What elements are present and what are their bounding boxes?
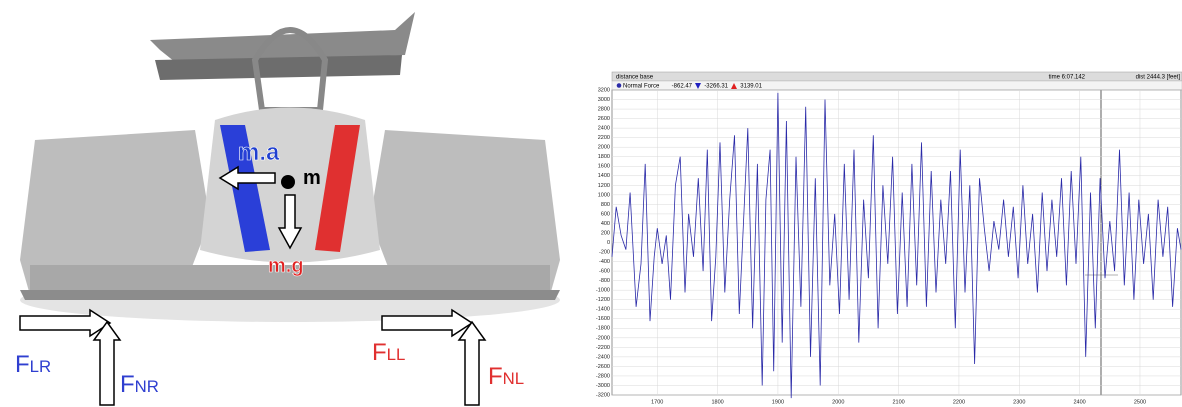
label-main: F: [488, 363, 503, 390]
time-readout: time 6:07.142: [1049, 75, 1086, 81]
y-tick-label: -3000: [596, 383, 610, 389]
x-tick-label: 2400: [1074, 399, 1086, 405]
y-tick-label: 800: [601, 202, 610, 208]
y-tick-label: -800: [599, 278, 610, 284]
y-tick-label: 3200: [598, 87, 610, 93]
y-tick-label: -200: [599, 249, 610, 255]
x-tick-label: 1700: [651, 399, 663, 405]
x-tick-label: 2200: [953, 399, 965, 405]
x-tick-label: 2500: [1134, 399, 1146, 405]
force-label: FNR: [120, 371, 159, 398]
force-label: m.g: [268, 255, 304, 277]
x-tick-label: 2300: [1013, 399, 1025, 405]
label-main: F: [15, 351, 30, 378]
label-main: m.g: [268, 255, 304, 277]
label-main: F: [120, 371, 135, 398]
y-tick-label: 2000: [598, 145, 610, 151]
car-render: [20, 12, 560, 405]
y-tick-label: 1000: [598, 192, 610, 198]
y-tick-label: -1600: [596, 316, 610, 322]
y-tick-label: 2600: [598, 116, 610, 122]
y-tick-label: 1600: [598, 164, 610, 170]
y-tick-label: -2200: [596, 345, 610, 351]
y-tick-label: -1000: [596, 288, 610, 294]
force-label: m.a: [238, 139, 280, 166]
y-tick-label: -2400: [596, 354, 610, 360]
label-main: m.a: [238, 139, 280, 166]
force-label: m: [303, 167, 321, 189]
x-tick-label: 1900: [772, 399, 784, 405]
label-sub: NL: [503, 369, 524, 388]
label-sub: LR: [30, 357, 51, 376]
y-tick-label: 2800: [598, 107, 610, 113]
readout: -3266.31: [704, 84, 728, 90]
label-main: F: [372, 339, 387, 366]
readout: -862.47: [672, 84, 693, 90]
y-tick-label: -2800: [596, 373, 610, 379]
label-sub: NR: [135, 377, 159, 396]
y-tick-label: 3000: [598, 97, 610, 103]
force-label: FNL: [488, 363, 524, 390]
y-tick-label: 400: [601, 221, 610, 227]
force-label: FLL: [372, 339, 405, 366]
x-tick-label: 2000: [832, 399, 844, 405]
page: m.amm.gFLRFNRFLLFNL distance base time 6…: [0, 0, 1182, 407]
y-tick-label: -3200: [596, 392, 610, 398]
dist-readout: dist 2444.3 [feet]: [1136, 75, 1181, 81]
y-tick-label: -2600: [596, 364, 610, 370]
y-tick-label: 1200: [598, 183, 610, 189]
y-tick-label: -1200: [596, 297, 610, 303]
y-tick-label: -1800: [596, 326, 610, 332]
y-tick-label: -600: [599, 269, 610, 275]
y-tick-label: -1400: [596, 307, 610, 313]
x-tick-label: 2100: [892, 399, 904, 405]
y-tick-label: 2400: [598, 126, 610, 132]
x-tick-label: 1800: [711, 399, 723, 405]
y-tick-label: -2000: [596, 335, 610, 341]
readout: 3139.01: [740, 84, 762, 90]
y-tick-label: -400: [599, 259, 610, 265]
y-tick-label: 0: [607, 240, 610, 246]
y-tick-label: 600: [601, 211, 610, 217]
header: distance base: [616, 75, 654, 81]
y-tick-label: 200: [601, 230, 610, 236]
y-tick-label: 1400: [598, 173, 610, 179]
label-main: m: [303, 167, 321, 189]
y-tick-label: 2200: [598, 135, 610, 141]
label-sub: LL: [387, 345, 406, 364]
log-panel: distance base time 6:07.142 dist 2444.3 …: [612, 72, 1182, 395]
legend-swatch: [617, 83, 622, 88]
force-label: FLR: [15, 351, 51, 378]
y-tick-label: 1800: [598, 154, 610, 160]
legend-entry: Normal Force: [623, 84, 660, 90]
